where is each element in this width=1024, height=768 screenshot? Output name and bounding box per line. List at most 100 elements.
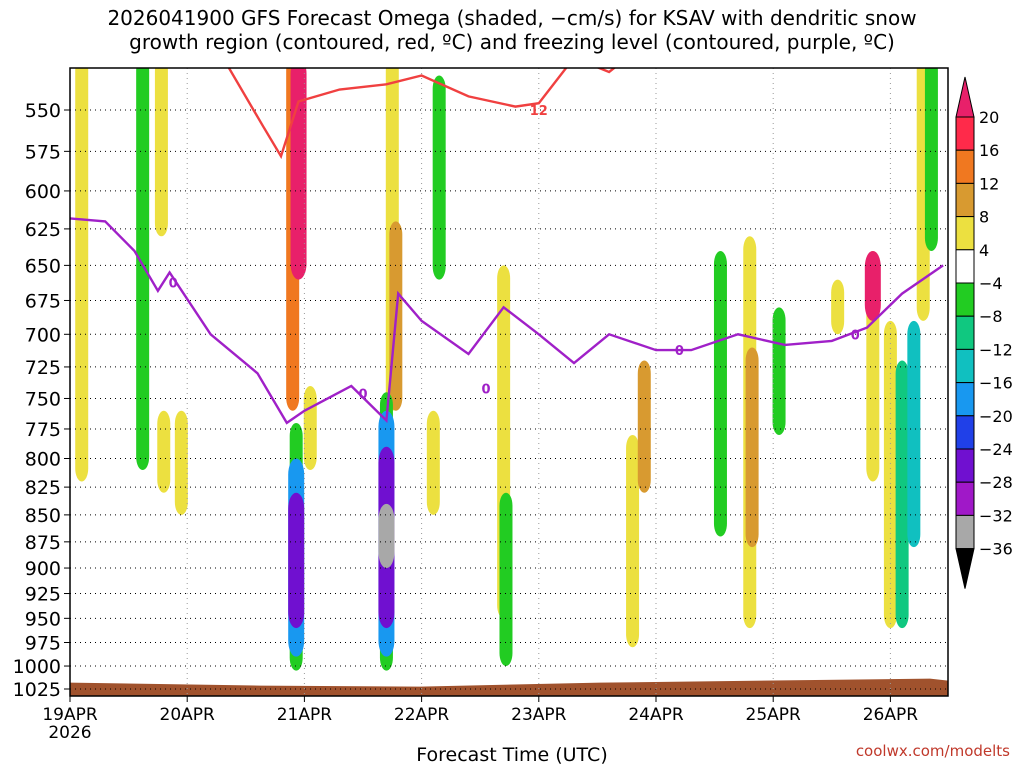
omega-band-31 bbox=[895, 360, 909, 629]
x-tick-label: 26APR bbox=[863, 705, 919, 725]
freezing-level-line bbox=[70, 217, 944, 425]
colorbar-top-arrow bbox=[955, 76, 975, 118]
omega-band-2 bbox=[154, 68, 168, 237]
x-tick-label: 22APR bbox=[394, 705, 450, 725]
y-tick-label: 1000 bbox=[13, 656, 61, 678]
colorbar-segment bbox=[955, 216, 975, 251]
omega-band-32 bbox=[907, 320, 921, 548]
colorbar-segment bbox=[955, 315, 975, 350]
y-tick-label: 725 bbox=[25, 357, 61, 379]
colorbar-label: 16 bbox=[979, 141, 999, 160]
colorbar-segment bbox=[955, 116, 975, 151]
omega-band-18 bbox=[426, 410, 440, 515]
y-tick-label: 1025 bbox=[13, 679, 61, 701]
omega-band-4 bbox=[174, 410, 188, 515]
x-tick-label: 24APR bbox=[628, 705, 684, 725]
colorbar-label: −12 bbox=[979, 340, 1013, 359]
x-tick-label: 20APR bbox=[160, 705, 216, 725]
y-tick-label: 875 bbox=[25, 532, 61, 554]
omega-band-22 bbox=[637, 360, 651, 493]
colorbar-label: −4 bbox=[979, 274, 1003, 293]
omega-band-3 bbox=[157, 410, 171, 493]
colorbar-label: 20 bbox=[979, 108, 999, 127]
colorbar-segment bbox=[955, 348, 975, 384]
colorbar-segment bbox=[955, 481, 975, 516]
colorbar-label: −28 bbox=[979, 473, 1013, 492]
y-tick-label: 600 bbox=[25, 181, 61, 203]
x-year-label: 2026 bbox=[48, 723, 91, 743]
colorbar-label: 12 bbox=[979, 174, 999, 193]
omega-band-16 bbox=[378, 503, 395, 569]
colorbar-label: −24 bbox=[979, 440, 1013, 459]
y-tick-label: 575 bbox=[25, 141, 61, 163]
x-tick-label: 25APR bbox=[746, 705, 802, 725]
y-tick-label: 850 bbox=[25, 505, 61, 527]
omega-band-0 bbox=[75, 68, 89, 482]
omega-band-20 bbox=[499, 492, 513, 667]
colorbar-segment bbox=[955, 514, 975, 550]
y-tick-label: 675 bbox=[25, 290, 61, 312]
omega-band-25 bbox=[745, 347, 759, 548]
omega-band-26 bbox=[772, 307, 786, 435]
chart-title: 2026041900 GFS Forecast Omega (shaded, −… bbox=[0, 6, 1024, 54]
freezing-level-label: 0 bbox=[482, 382, 491, 397]
x-axis-title: Forecast Time (UTC) bbox=[416, 744, 608, 766]
dgz-label: 12 bbox=[530, 104, 548, 119]
omega-shading bbox=[70, 68, 948, 696]
freezing-level-label: 0 bbox=[169, 276, 178, 291]
ground-fill bbox=[70, 678, 948, 696]
omega-band-21 bbox=[626, 434, 640, 648]
colorbar-label: 8 bbox=[979, 208, 989, 227]
y-tick-label: 750 bbox=[25, 388, 61, 410]
y-tick-label: 625 bbox=[25, 219, 61, 241]
colorbar-segment bbox=[955, 249, 975, 284]
y-tick-label: 950 bbox=[25, 608, 61, 630]
freezing-level-label: 0 bbox=[358, 387, 367, 402]
colorbar-label: −8 bbox=[979, 307, 1003, 326]
colorbar-segment bbox=[955, 149, 975, 184]
omega-band-6 bbox=[290, 68, 307, 280]
axes: 550 575 600 625 650 675 700 725 750 775 800 825 850 8… bbox=[13, 67, 949, 743]
y-tick-label: 925 bbox=[25, 584, 61, 606]
x-tick-label: 21APR bbox=[277, 705, 333, 725]
colorbar-segment bbox=[955, 415, 975, 450]
colorbar-segment bbox=[955, 448, 975, 483]
omega-band-29 bbox=[864, 250, 881, 321]
omega-band-34 bbox=[924, 68, 938, 251]
freezing-level-label: 0 bbox=[675, 344, 684, 359]
y-tick-label: 825 bbox=[25, 477, 61, 499]
omega-band-30 bbox=[883, 320, 897, 629]
y-tick-label: 550 bbox=[25, 100, 61, 122]
contour-lines: 0 0 0 0 0 12 bbox=[70, 68, 944, 425]
plot-frame bbox=[69, 67, 949, 697]
colorbar-segment bbox=[955, 282, 975, 317]
colorbar-label: −32 bbox=[979, 506, 1013, 525]
colorbar-label: 4 bbox=[979, 241, 989, 260]
omega-band-10 bbox=[288, 492, 305, 629]
colorbar-label: −36 bbox=[979, 540, 1013, 559]
colorbar: 20 16 12 8 4 −4 −8 −12 −16 −20 −24 −28 −32 −36 bbox=[955, 76, 1013, 589]
omega-band-23 bbox=[713, 250, 727, 537]
colorbar-segment bbox=[955, 382, 975, 417]
y-tick-label: 775 bbox=[25, 419, 61, 441]
omega-band-17 bbox=[432, 75, 446, 280]
ground-shape bbox=[70, 678, 948, 696]
y-tick-label: 900 bbox=[25, 558, 61, 580]
y-tick-label: 975 bbox=[25, 632, 61, 654]
colorbar-bottom-arrow bbox=[955, 548, 975, 589]
colorbar-segment bbox=[955, 182, 975, 218]
y-tick-label: 800 bbox=[25, 448, 61, 470]
colorbar-label: −20 bbox=[979, 407, 1013, 426]
title-line-1: 2026041900 GFS Forecast Omega (shaded, −… bbox=[107, 6, 917, 30]
x-tick-label: 19APR bbox=[42, 705, 98, 725]
y-tick-label: 650 bbox=[25, 255, 61, 277]
colorbar-label: −16 bbox=[979, 374, 1013, 393]
freezing-level-label: 0 bbox=[851, 328, 860, 343]
y-tick-label: 700 bbox=[25, 324, 61, 346]
dgz-line bbox=[227, 68, 617, 160]
x-tick-label: 23APR bbox=[511, 705, 567, 725]
omega-band-1 bbox=[136, 68, 150, 471]
omega-band-27 bbox=[831, 279, 845, 335]
credit-text: coolwx.com/modelts bbox=[855, 742, 1010, 760]
